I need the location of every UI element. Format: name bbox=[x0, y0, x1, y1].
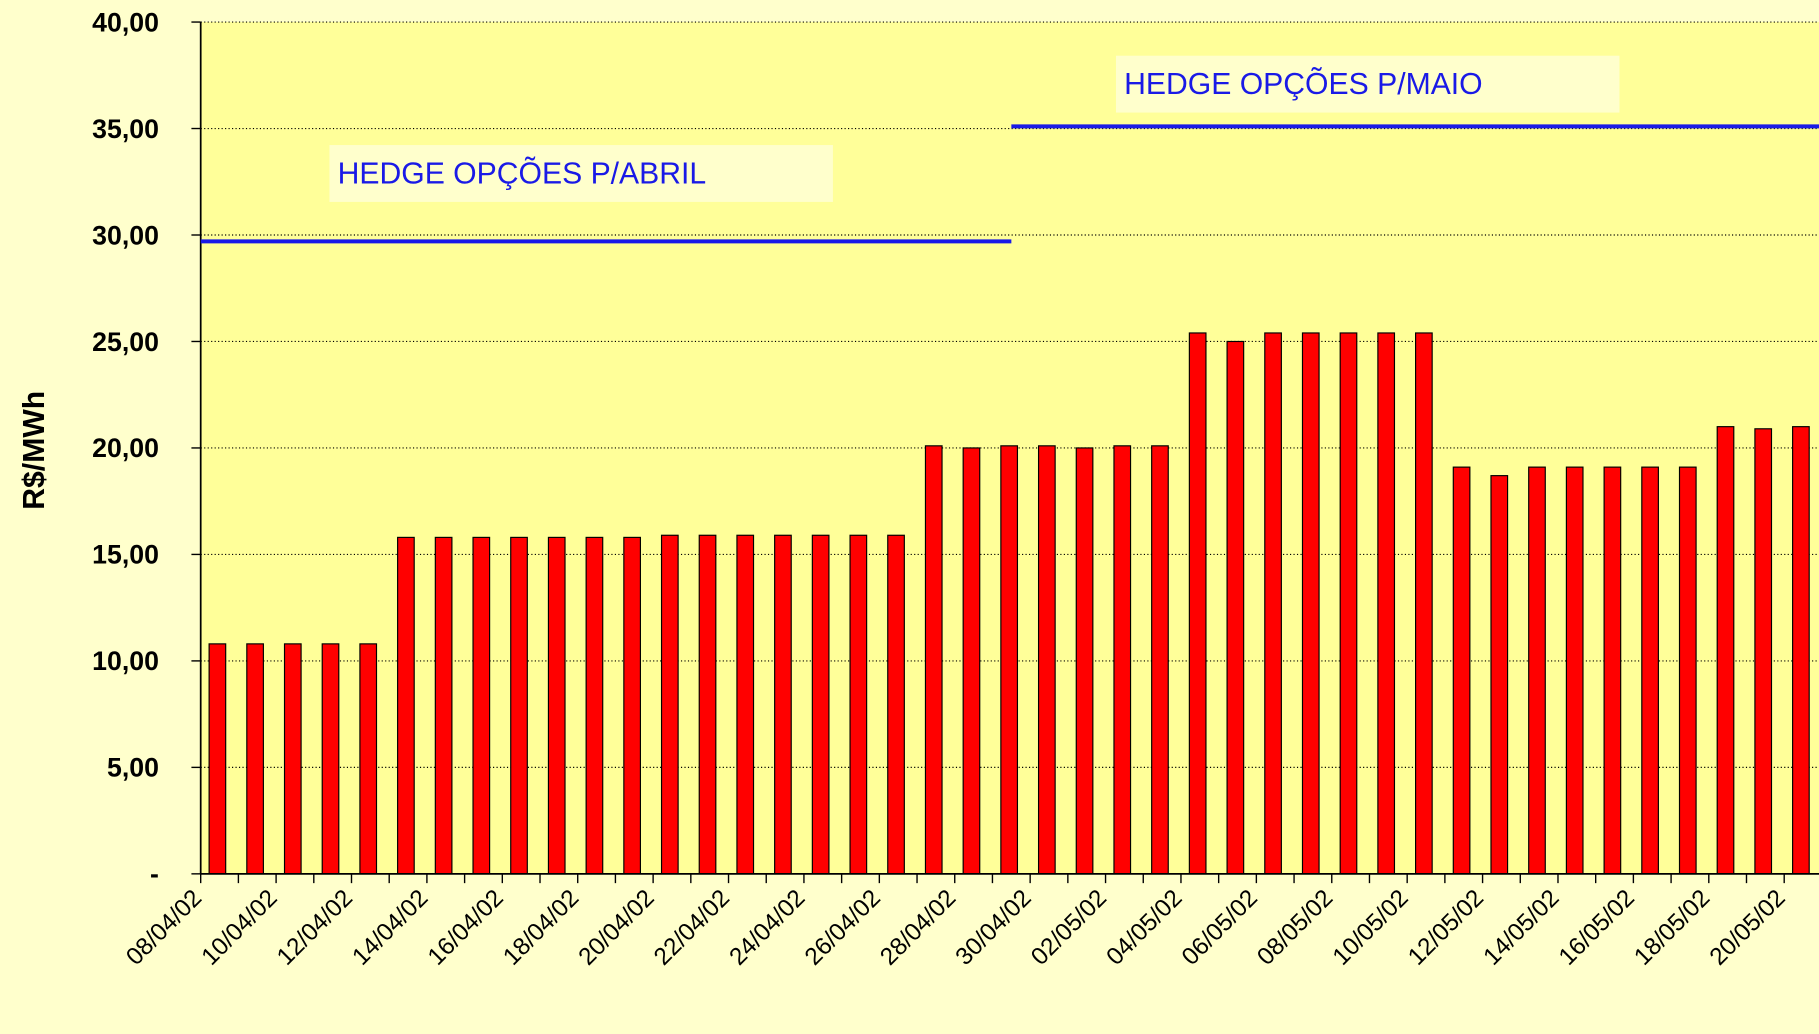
bar bbox=[660, 534, 679, 875]
x-tick-label: 22/04/02 bbox=[649, 885, 735, 971]
bar bbox=[811, 534, 830, 875]
x-tick-label: 20/04/02 bbox=[574, 885, 660, 971]
y-tick-label: 5,00 bbox=[107, 753, 159, 783]
annotation-box bbox=[329, 145, 833, 202]
y-tick-label: 40,00 bbox=[92, 7, 159, 37]
y-tick-label: 10,00 bbox=[92, 646, 159, 676]
bar bbox=[472, 536, 491, 875]
x-tick-label: 24/04/02 bbox=[724, 885, 810, 971]
bar bbox=[283, 643, 302, 875]
bar bbox=[1188, 332, 1207, 875]
y-tick-label: - bbox=[150, 859, 159, 889]
bar bbox=[736, 534, 755, 875]
bar bbox=[585, 536, 604, 875]
bar bbox=[208, 643, 227, 875]
bar bbox=[1301, 332, 1320, 875]
x-tick-label: 26/04/02 bbox=[800, 885, 886, 971]
bar bbox=[1339, 332, 1358, 875]
bar bbox=[1490, 475, 1509, 875]
bar bbox=[321, 643, 340, 875]
bar bbox=[246, 643, 264, 875]
bar bbox=[1113, 445, 1132, 875]
bar bbox=[1151, 445, 1169, 875]
bar bbox=[924, 445, 943, 875]
bar bbox=[1415, 332, 1433, 875]
x-tick-label: 02/05/02 bbox=[1026, 885, 1112, 971]
x-tick-label: 08/04/02 bbox=[121, 885, 207, 971]
y-tick-label: 35,00 bbox=[92, 114, 159, 144]
x-tick-label: 28/04/02 bbox=[875, 885, 961, 971]
x-tick-label: 14/04/02 bbox=[347, 885, 433, 971]
x-tick-label: 08/05/02 bbox=[1252, 885, 1338, 971]
bar bbox=[1264, 332, 1282, 875]
x-tick-label: 30/04/02 bbox=[951, 885, 1037, 971]
annotation-box bbox=[1115, 55, 1620, 113]
bar bbox=[962, 447, 981, 875]
bar bbox=[547, 536, 566, 875]
x-tick-label: 10/04/02 bbox=[197, 885, 283, 971]
bar bbox=[1037, 445, 1056, 875]
x-tick-label: 16/04/02 bbox=[423, 885, 509, 971]
bar bbox=[623, 536, 642, 875]
x-tick-label: 18/05/02 bbox=[1629, 885, 1715, 971]
x-tick-label: 18/04/02 bbox=[498, 885, 584, 971]
x-tick-label: 10/05/02 bbox=[1328, 885, 1414, 971]
bar bbox=[359, 643, 378, 875]
bar bbox=[1075, 447, 1094, 875]
x-tick-label: 04/05/02 bbox=[1101, 885, 1187, 971]
bar bbox=[1754, 428, 1773, 875]
y-tick-label: 15,00 bbox=[92, 540, 159, 570]
x-tick-label: 20/05/02 bbox=[1705, 885, 1791, 971]
x-tick-label: 12/05/02 bbox=[1403, 885, 1489, 971]
bar bbox=[887, 534, 905, 875]
bar bbox=[1565, 466, 1584, 875]
x-tick-label: 14/05/02 bbox=[1478, 885, 1564, 971]
bar bbox=[774, 534, 792, 875]
bar bbox=[1226, 340, 1245, 875]
bar bbox=[698, 534, 717, 875]
bar bbox=[1678, 466, 1697, 875]
x-tick-label: 12/04/02 bbox=[272, 885, 358, 971]
bar bbox=[434, 536, 453, 875]
bar bbox=[849, 534, 868, 875]
bar bbox=[510, 536, 528, 875]
bar bbox=[397, 536, 415, 875]
bar bbox=[1641, 466, 1659, 875]
bar bbox=[1716, 426, 1735, 875]
annotation: HEDGE OPÇÕES P/MAIO bbox=[1124, 67, 1483, 101]
annotation: HEDGE OPÇÕES P/ABRIL bbox=[338, 156, 707, 190]
y-tick-label: 25,00 bbox=[92, 327, 159, 357]
bar bbox=[1000, 445, 1019, 875]
y-tick-label: 20,00 bbox=[92, 433, 159, 463]
bar bbox=[1528, 466, 1546, 875]
bar bbox=[1603, 466, 1622, 875]
y-axis-label: R$/MWh bbox=[18, 391, 51, 510]
bar bbox=[1377, 332, 1396, 875]
bar bbox=[1792, 426, 1810, 875]
bar bbox=[1452, 466, 1471, 875]
x-tick-label: 06/05/02 bbox=[1177, 885, 1263, 971]
y-tick-label: 30,00 bbox=[92, 220, 159, 250]
x-tick-label: 16/05/02 bbox=[1554, 885, 1640, 971]
